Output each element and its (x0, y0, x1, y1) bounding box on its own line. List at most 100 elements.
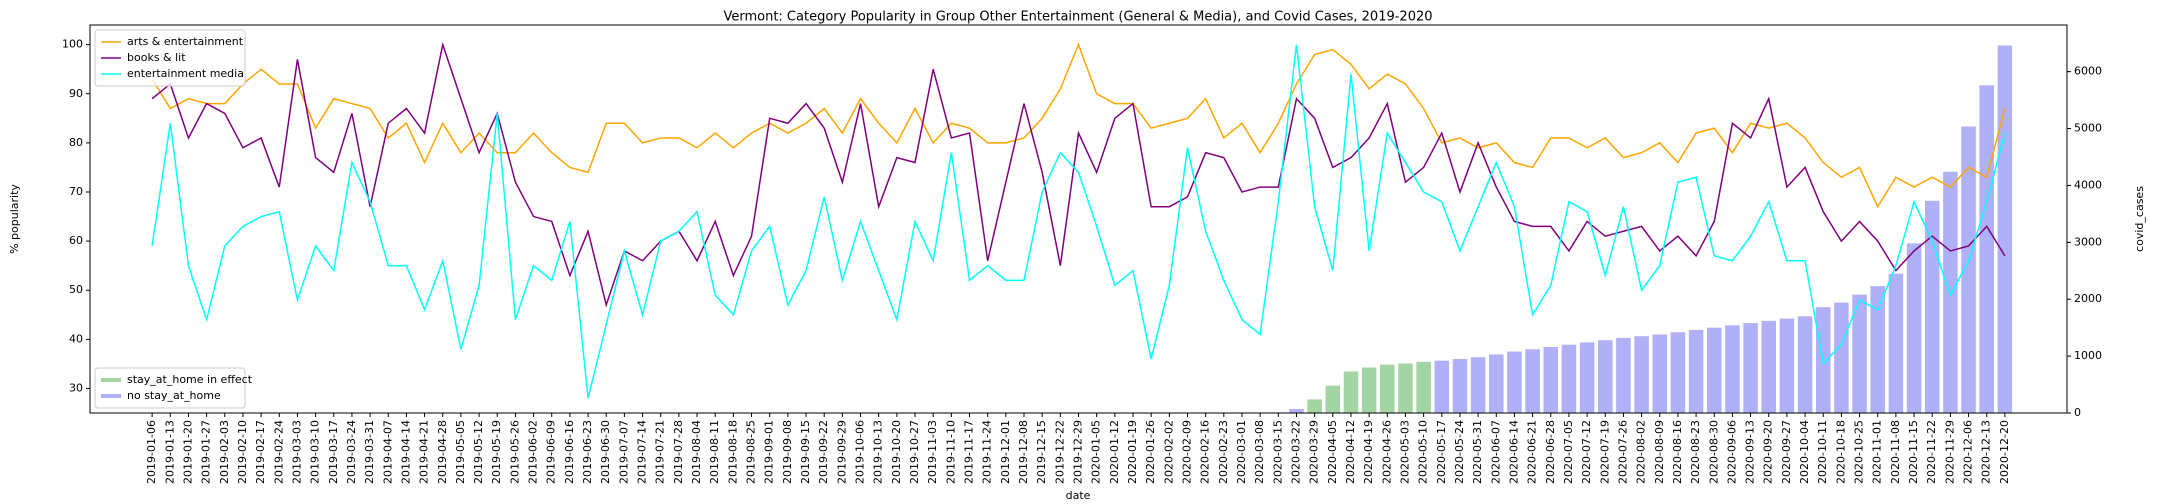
x-tick-label: 2019-04-14 (399, 420, 412, 484)
bar (1924, 200, 1940, 413)
bar (1688, 329, 1704, 413)
x-tick-label: 2020-11-29 (1943, 420, 1956, 484)
bar (1561, 344, 1577, 413)
bar (1652, 334, 1668, 413)
x-tick-label: 2020-11-08 (1889, 420, 1902, 484)
y-tick-label: 100 (62, 38, 83, 51)
x-tick-label: 2020-08-30 (1707, 420, 1720, 484)
x-tick-label: 2019-03-24 (345, 420, 358, 484)
x-tick-label: 2019-10-06 (854, 420, 867, 484)
x-tick-label: 2019-02-17 (254, 420, 267, 484)
x-tick-label: 2019-10-27 (908, 420, 921, 484)
x-tick-label: 2019-07-28 (672, 420, 685, 484)
bar (1525, 349, 1540, 413)
x-tick-label: 2019-07-21 (654, 420, 667, 484)
bar (1670, 332, 1686, 413)
bar (1616, 337, 1631, 413)
x-tick-label: 2020-10-11 (1816, 420, 1829, 484)
y-tick-label: 90 (69, 87, 83, 100)
x-tick-label: 2019-11-24 (981, 420, 994, 484)
y-axis-label: % popularity (8, 184, 21, 254)
bar (1543, 347, 1559, 413)
bar (1597, 340, 1613, 413)
y2-tick-label: 1000 (2074, 349, 2102, 362)
x-tick-label: 2019-09-08 (781, 420, 794, 484)
x-tick-label: 2020-05-24 (1453, 420, 1466, 484)
line (151, 42, 2006, 209)
x-tick-label: 2019-08-04 (690, 420, 703, 484)
x-tick-label: 2020-10-25 (1853, 420, 1866, 484)
y-tick-label: 30 (69, 381, 83, 394)
x-tick-label: 2020-02-23 (1217, 420, 1230, 484)
bar (1961, 126, 1976, 413)
x-tick-label: 2020-01-12 (1108, 420, 1121, 484)
bar (1361, 367, 1377, 413)
x-tick-label: 2020-04-19 (1362, 420, 1375, 484)
x-tick-label: 2020-01-26 (1144, 420, 1157, 484)
x-tick-label: 2020-07-12 (1580, 420, 1593, 484)
x-tick-label: 2020-03-08 (1253, 420, 1266, 484)
x-tick-label: 2020-05-10 (1417, 420, 1430, 484)
legend-label: no stay_at_home (127, 389, 221, 402)
x-tick-label: 2019-05-19 (490, 420, 503, 484)
bar (1325, 385, 1341, 413)
y-tick-label: 70 (69, 185, 83, 198)
x-tick-label: 2020-03-29 (1308, 420, 1321, 484)
x-tick-label: 2020-06-07 (1489, 420, 1502, 484)
x-tick-label: 2019-07-07 (617, 420, 630, 484)
x-tick-label: 2020-02-02 (1162, 420, 1175, 484)
x-tick-label: 2020-08-16 (1671, 420, 1684, 484)
x-tick-label: 2020-12-13 (1980, 420, 1993, 484)
x-tick-label: 2020-06-14 (1507, 420, 1520, 484)
x-tick-label: 2020-06-28 (1544, 420, 1557, 484)
y-tick-label: 60 (69, 234, 83, 247)
x-tick-label: 2020-03-15 (1271, 420, 1284, 484)
x-tick-label: 2019-01-27 (200, 420, 213, 484)
x-tick-label: 2020-08-02 (1635, 420, 1648, 484)
x-tick-label: 2020-01-19 (1126, 420, 1139, 484)
x-tick-label: 2019-04-07 (381, 420, 394, 484)
x-tick-label: 2019-10-13 (872, 420, 885, 484)
x-tick-label: 2019-04-21 (418, 420, 431, 484)
x-tick-label: 2020-12-20 (1998, 420, 2011, 484)
x-tick-label: 2020-02-09 (1180, 420, 1193, 484)
x-tick-label: 2020-11-22 (1925, 420, 1938, 484)
bar (1725, 325, 1740, 413)
bar (1779, 318, 1795, 413)
legend-label: arts & entertainment (127, 35, 244, 48)
x-tick-label: 2019-12-01 (999, 420, 1012, 484)
x-tick-label: 2019-09-29 (835, 420, 848, 484)
line (151, 44, 2006, 399)
y2-axis-label: covid_cases (2133, 186, 2146, 252)
x-tick-label: 2019-08-25 (745, 420, 758, 484)
bar (1434, 360, 1450, 413)
bar (1997, 45, 2013, 414)
legend-label: stay_at_home in effect (127, 373, 253, 386)
x-tick-label: 2020-04-26 (1380, 420, 1393, 484)
bar (1634, 336, 1649, 413)
x-tick-label: 2019-05-12 (472, 420, 485, 484)
x-tick-label: 2020-07-19 (1598, 420, 1611, 484)
x-tick-label: 2019-11-10 (944, 420, 957, 484)
x-tick-label: 2019-01-06 (145, 420, 158, 484)
bar (1761, 320, 1777, 413)
x-tick-label: 2019-06-09 (545, 420, 558, 484)
legend-label: books & lit (127, 51, 186, 64)
x-tick-label: 2020-11-01 (1871, 420, 1884, 484)
bar (1706, 327, 1722, 413)
x-tick-label: 2019-05-26 (508, 420, 521, 484)
bar (1489, 354, 1504, 413)
x-tick-label: 2019-02-10 (236, 420, 249, 484)
x-tick-label: 2019-12-29 (1072, 420, 1085, 484)
x-tick-label: 2019-04-28 (436, 420, 449, 484)
x-tick-label: 2020-10-04 (1798, 420, 1811, 484)
x-tick-label: 2019-11-03 (926, 420, 939, 484)
x-tick-label: 2019-11-17 (963, 420, 976, 484)
x-tick-label: 2019-03-31 (363, 420, 376, 484)
bar (1289, 409, 1304, 413)
bar (1888, 273, 1904, 413)
x-tick-label: 2019-12-08 (1017, 420, 1030, 484)
x-tick-label: 2019-08-11 (708, 420, 721, 484)
y-tick-label: 40 (69, 332, 83, 345)
